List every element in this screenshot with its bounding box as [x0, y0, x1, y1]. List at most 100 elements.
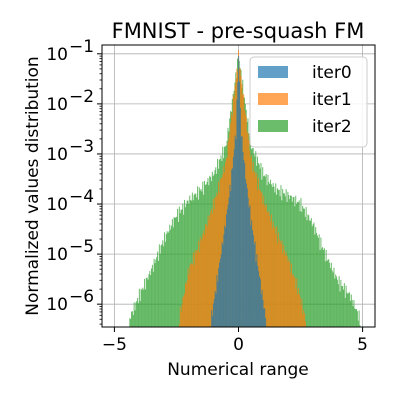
histogram-bar — [258, 276, 260, 327]
histogram-bar — [256, 254, 258, 327]
histogram-bar — [147, 279, 149, 327]
legend-label: iter0 — [312, 63, 352, 83]
histogram-bar — [133, 302, 135, 327]
histogram-bar — [337, 284, 339, 327]
histogram-bar — [330, 262, 332, 327]
histogram-bar — [212, 303, 214, 327]
histogram-bar — [180, 311, 182, 327]
histogram-bar — [179, 307, 181, 327]
series-iter0 — [211, 55, 267, 328]
histogram-bar — [301, 211, 303, 327]
histogram-bar — [193, 265, 195, 327]
histogram-bar — [191, 192, 193, 327]
histogram-bar — [311, 226, 313, 327]
histogram-bar — [136, 301, 138, 327]
histogram-bar — [255, 176, 257, 327]
histogram-bar — [352, 306, 354, 327]
histogram-bar — [290, 263, 293, 327]
histogram-bar — [174, 217, 176, 327]
histogram-bar — [358, 310, 360, 327]
histogram-bar — [219, 262, 221, 327]
histogram-bar — [145, 277, 147, 327]
histogram-bar — [276, 226, 278, 327]
histogram-bar — [218, 268, 220, 327]
y-tick-exponent: −4 — [69, 187, 94, 207]
histogram-bar — [299, 211, 301, 327]
histogram-bar — [263, 196, 265, 327]
histogram-bar — [345, 285, 347, 327]
histogram-bar — [292, 197, 294, 327]
histogram-bar — [215, 293, 217, 327]
histogram-bar — [300, 198, 302, 327]
histogram-bar — [298, 200, 300, 327]
histogram-bar — [291, 201, 293, 327]
histogram-bar — [164, 241, 166, 327]
histogram-bar — [209, 215, 211, 327]
histogram-bar — [162, 240, 164, 327]
histogram-bar — [275, 234, 277, 327]
histogram-bar — [264, 308, 266, 327]
x-axis: −5 0 5 — [102, 327, 368, 355]
histogram-bar — [155, 259, 157, 327]
histogram-bar — [205, 224, 207, 327]
histogram-bar — [211, 208, 213, 327]
histogram-bar — [146, 277, 148, 327]
histogram-bar — [264, 207, 266, 327]
histogram-bar — [261, 289, 263, 327]
histogram-bar — [336, 279, 338, 327]
histogram-bar — [212, 198, 214, 327]
histogram-bar — [357, 320, 359, 327]
histogram-bar — [245, 183, 247, 327]
histogram-bar — [302, 314, 304, 327]
histogram-bar — [131, 311, 133, 327]
histogram-bar — [151, 264, 153, 327]
legend-label: iter2 — [312, 117, 352, 137]
histogram-bar — [297, 202, 299, 327]
histogram-series — [129, 50, 361, 328]
histogram-bar — [159, 253, 161, 327]
histogram-bar — [196, 250, 198, 327]
histogram-bar — [291, 275, 293, 327]
histogram-bar — [137, 303, 140, 327]
histogram-bar — [254, 241, 256, 327]
histogram-bar — [245, 179, 247, 327]
histogram-bar — [191, 262, 193, 327]
histogram-bar — [327, 259, 329, 327]
legend-label: iter1 — [312, 90, 352, 110]
histogram-bar — [200, 240, 202, 327]
histogram-bar — [329, 268, 331, 327]
histogram-bar — [187, 268, 189, 327]
histogram-bar — [339, 291, 341, 327]
histogram-bar — [223, 234, 225, 327]
histogram-bar — [317, 237, 319, 327]
x-tick-label: 5 — [357, 335, 368, 355]
histogram-bar — [219, 258, 221, 327]
histogram-bar — [292, 273, 294, 327]
histogram-bar — [319, 250, 321, 327]
histogram-bar — [281, 240, 283, 327]
legend: iter0 iter1 iter2 — [249, 56, 368, 148]
histogram-bar — [183, 214, 185, 327]
histogram-bar — [203, 230, 205, 327]
histogram-bar — [297, 294, 299, 327]
histogram-bar — [257, 190, 259, 327]
histogram-bar — [247, 197, 249, 327]
histogram-bar — [178, 324, 180, 327]
histogram-bar — [284, 250, 286, 327]
histogram-bar — [192, 252, 194, 327]
histogram-bar — [260, 192, 262, 327]
histogram-bar — [264, 204, 266, 327]
histogram-bar — [308, 215, 310, 327]
histogram-bar — [131, 311, 133, 327]
histogram-bar — [310, 218, 312, 327]
histogram-bar — [143, 289, 145, 327]
histogram-bar — [182, 297, 184, 327]
histogram-bar — [184, 199, 186, 327]
histogram-bar — [316, 235, 318, 327]
histogram-bar — [322, 247, 324, 327]
histogram-bar — [293, 276, 295, 327]
histogram-bar — [341, 286, 343, 327]
y-axis: 10−610−510−410−310−210−1 — [46, 37, 102, 325]
histogram-bar — [271, 228, 273, 327]
